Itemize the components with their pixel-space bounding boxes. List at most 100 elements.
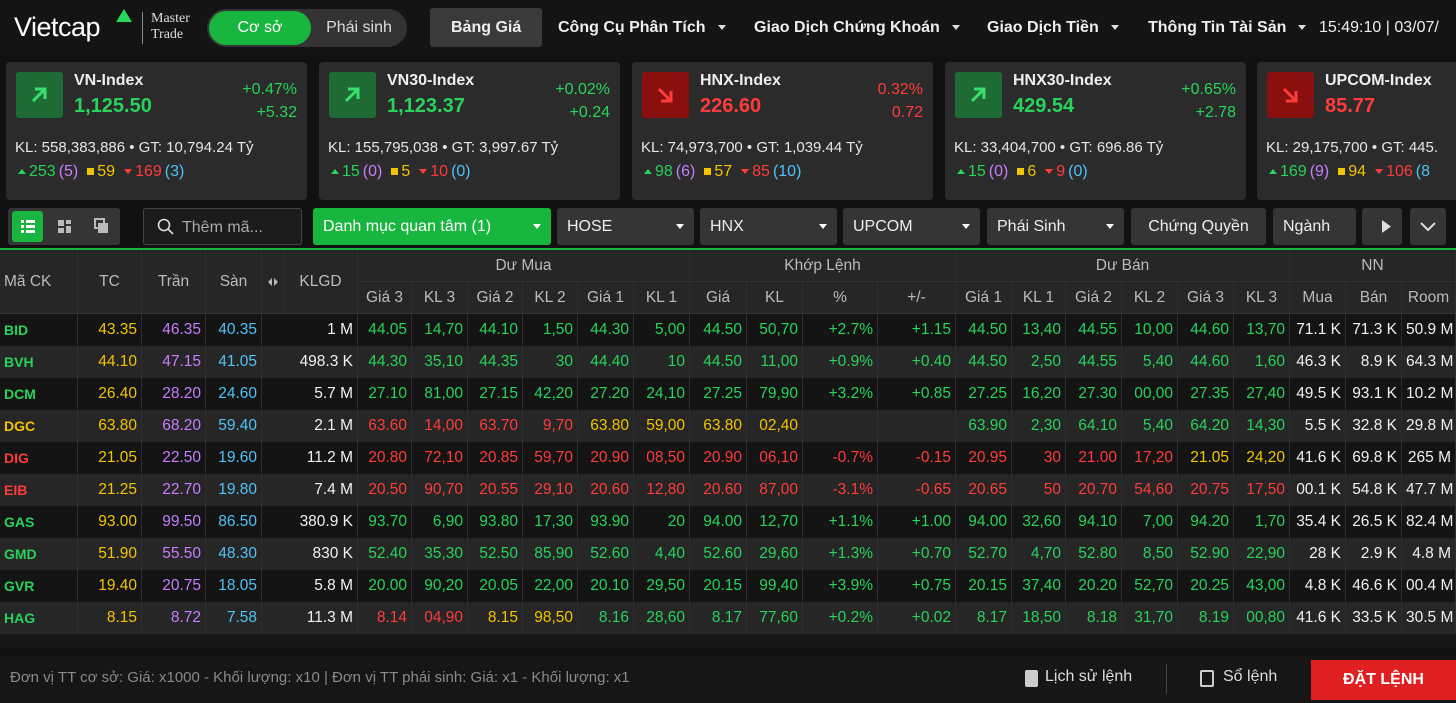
dropdown-caret — [717, 25, 726, 31]
column-subheader: Giá — [690, 282, 747, 314]
cell: 2,50 — [1012, 346, 1066, 378]
cell: 11.3 M — [284, 602, 358, 634]
cell: 20.90 — [690, 442, 747, 474]
cell: 8.17 — [690, 602, 747, 634]
cell: 1,60 — [1234, 346, 1290, 378]
cell: 00.4 M — [1402, 570, 1456, 602]
cell: 99.50 — [142, 506, 206, 538]
index-card[interactable]: VN30-Index 1,123.37 +0.02% +0.24 KL: 155,795… — [319, 62, 620, 200]
cell: 20.25 — [1178, 570, 1234, 602]
cell: 59,70 — [523, 442, 578, 474]
cell: 32,60 — [1012, 506, 1066, 538]
dropdown-caret — [533, 224, 541, 229]
up-arrow — [644, 169, 652, 175]
cell: 7.4 M — [284, 474, 358, 506]
cell: 20.75 — [1178, 474, 1234, 506]
toolbar: Thêm mã... Danh mục quan tâm (1) HOSE HNX UP… — [0, 205, 1456, 250]
index-card[interactable]: HNX30-Index 429.54 +0.65% +2.78 KL: 33,404,7… — [945, 62, 1246, 200]
cell: 32.8 K — [1346, 410, 1402, 442]
cell — [878, 410, 956, 442]
market-tab[interactable]: UPCOM — [843, 208, 980, 245]
symbol: DCM — [0, 378, 78, 410]
cell: -0.7% — [803, 442, 878, 474]
nav-item[interactable]: Bảng Giá — [430, 8, 543, 47]
cell: 20.15 — [690, 570, 747, 602]
arrows[interactable] — [266, 250, 280, 314]
cell: 98,50 — [523, 602, 578, 634]
divider — [1166, 664, 1167, 694]
cell: 20.00 — [358, 570, 412, 602]
cell: 24.60 — [206, 378, 262, 410]
down-arrow — [124, 169, 133, 175]
cell: 71.1 K — [1290, 314, 1346, 346]
index-card[interactable]: UPCOM-Index 85.77 KL: 29,175,700 • GT: 445… — [1257, 62, 1456, 200]
cell: 46.6 K — [1346, 570, 1402, 602]
cell: 44.60 — [1178, 314, 1234, 346]
cell: 41.6 K — [1290, 442, 1346, 474]
cell: 8.14 — [358, 602, 412, 634]
search-box[interactable]: Thêm mã... — [143, 208, 302, 245]
expand-button[interactable] — [1410, 208, 1446, 245]
cell: 29,10 — [523, 474, 578, 506]
index-card[interactable]: VN-Index 1,125.50 +0.47% +5.32 KL: 558,383,8… — [6, 62, 307, 200]
market-tab[interactable]: Chứng Quyền — [1131, 208, 1266, 245]
cell: 44.30 — [358, 346, 412, 378]
cell: 30 — [1012, 442, 1066, 474]
cell: 00,00 — [1122, 378, 1178, 410]
symbol: BID — [0, 314, 78, 346]
cell: 27.15 — [468, 378, 523, 410]
cell: 8,50 — [1122, 538, 1178, 570]
mode-tab[interactable]: Phái sinh — [326, 19, 392, 36]
cell: 44.40 — [578, 346, 634, 378]
cell: 54.8 K — [1346, 474, 1402, 506]
unchanged: 57 — [714, 163, 733, 180]
cell: 8.16 — [578, 602, 634, 634]
column-group: NN — [1290, 250, 1456, 282]
up-arrow — [331, 169, 339, 175]
market-tab[interactable]: Danh mục quan tâm (1) — [313, 208, 551, 245]
cell: 94.10 — [1066, 506, 1122, 538]
down-arrow — [1045, 169, 1054, 175]
arrow — [970, 87, 986, 103]
mode-tab[interactable]: Cơ sở — [209, 11, 311, 45]
cell: 00.1 K — [1290, 474, 1346, 506]
cell: 51.90 — [78, 538, 142, 570]
cell: 8.18 — [1066, 602, 1122, 634]
index-card[interactable]: HNX-Index 226.60 0.32% 0.72 KL: 74,973,700 •… — [632, 62, 933, 200]
nav-item[interactable]: Giao Dịch Tiền — [987, 8, 1119, 47]
cell: 22,00 — [523, 570, 578, 602]
cell: 21.05 — [78, 442, 142, 474]
up-arrow — [1269, 169, 1277, 175]
order-book[interactable]: Sổ lệnh — [1223, 668, 1278, 685]
nav-item[interactable]: Công Cụ Phân Tích — [558, 8, 726, 47]
symbol: GVR — [0, 570, 78, 602]
index-summary: KL: 29,175,700 • GT: 445. — [1266, 139, 1439, 156]
next-button[interactable] — [1362, 208, 1402, 245]
market-tab[interactable]: HOSE — [557, 208, 694, 245]
cell: 81,00 — [412, 378, 468, 410]
chevron-icon — [1420, 222, 1436, 232]
floor-count: (10) — [772, 163, 802, 180]
place-order[interactable]: ĐẶT LỆNH — [1311, 660, 1456, 700]
nav-item[interactable]: Giao Dịch Chứng Khoán — [754, 8, 960, 47]
cell: 20.60 — [578, 474, 634, 506]
cell: 5.8 M — [284, 570, 358, 602]
market-tab[interactable]: HNX — [700, 208, 837, 245]
cell: 52.40 — [358, 538, 412, 570]
breadth: 15 (0) 6 9 (0) — [957, 163, 1091, 181]
cell: 20.80 — [358, 442, 412, 474]
order-history[interactable]: Lịch sử lệnh — [1045, 668, 1133, 685]
logo[interactable]: Vietcap — [14, 12, 101, 42]
nav-item[interactable]: Thông Tin Tài Sản — [1148, 8, 1307, 47]
index-name: VN-Index — [74, 72, 144, 89]
cell: 7,00 — [1122, 506, 1178, 538]
index-value: 1,125.50 — [74, 95, 152, 117]
cell: 64.3 M — [1402, 346, 1456, 378]
column-group: Dư Mua — [358, 250, 690, 282]
arrow — [344, 87, 360, 103]
view-icons[interactable] — [8, 208, 120, 245]
market-tab[interactable]: Phái Sinh — [987, 208, 1124, 245]
cell: 8.15 — [468, 602, 523, 634]
cell: +0.02 — [878, 602, 956, 634]
market-tab[interactable]: Ngành — [1273, 208, 1356, 245]
